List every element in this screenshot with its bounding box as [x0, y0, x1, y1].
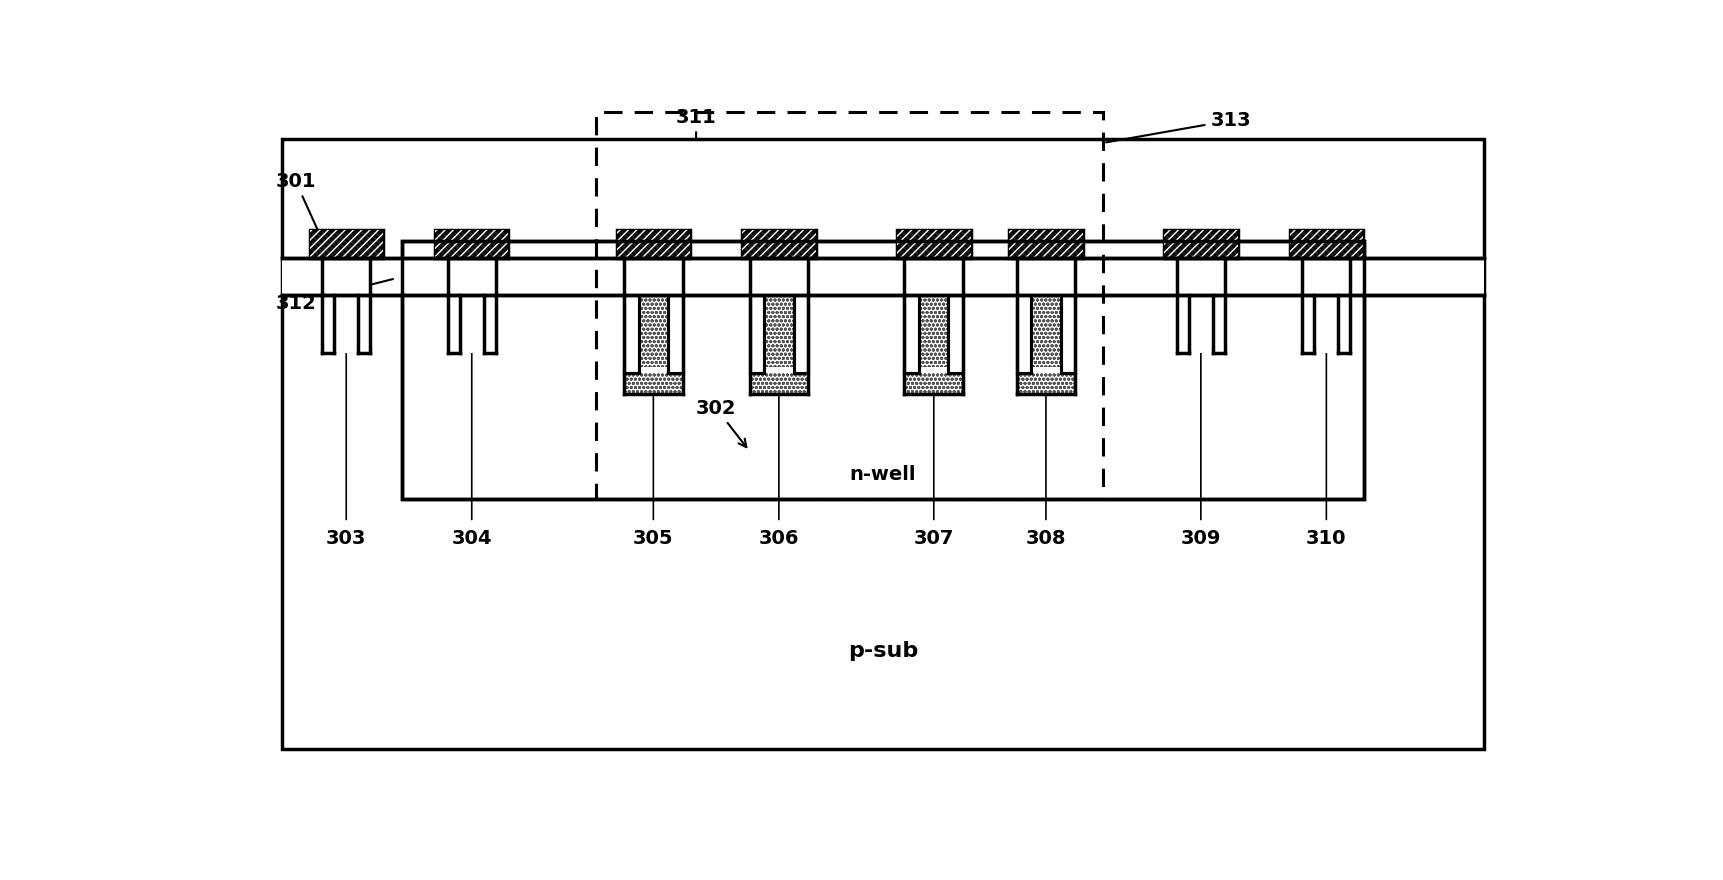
Bar — [898, 230, 970, 258]
Bar — [905, 367, 963, 373]
Bar — [434, 230, 508, 258]
Bar — [624, 296, 682, 393]
Bar — [905, 296, 963, 393]
Text: 311: 311 — [675, 107, 717, 140]
Bar — [1017, 296, 1032, 373]
Text: 304: 304 — [451, 529, 493, 548]
Bar — [1303, 258, 1351, 353]
Bar — [750, 296, 808, 393]
Bar — [624, 296, 682, 393]
Bar — [1165, 230, 1237, 258]
Text: 303: 303 — [326, 529, 367, 548]
Bar — [1165, 230, 1237, 258]
Bar — [1289, 230, 1363, 258]
Bar — [434, 230, 508, 258]
Text: 302: 302 — [696, 399, 746, 447]
Bar — [743, 230, 815, 258]
Bar — [905, 296, 918, 373]
Text: n-well: n-well — [849, 466, 917, 484]
Bar — [617, 230, 691, 258]
Text: 310: 310 — [1306, 529, 1347, 548]
Bar — [1017, 296, 1075, 393]
Bar — [448, 258, 496, 353]
Bar — [283, 258, 1484, 296]
Bar — [1061, 296, 1075, 373]
Bar — [898, 230, 970, 258]
Text: 312: 312 — [276, 279, 393, 313]
Bar — [743, 230, 815, 258]
Bar — [596, 113, 1103, 499]
Bar — [750, 367, 808, 373]
Text: 307: 307 — [913, 529, 955, 548]
Text: 309: 309 — [1180, 529, 1222, 548]
Bar — [310, 230, 383, 258]
Bar — [617, 230, 691, 258]
Bar — [794, 296, 808, 373]
Bar — [1017, 367, 1075, 373]
Bar — [1017, 296, 1075, 393]
Bar — [1010, 230, 1082, 258]
Bar — [669, 296, 682, 373]
Bar — [948, 296, 963, 373]
Bar — [1177, 258, 1225, 353]
Bar — [905, 296, 963, 393]
Bar — [403, 241, 1365, 499]
Text: 313: 313 — [1106, 111, 1251, 143]
Bar — [750, 296, 765, 373]
Bar — [750, 296, 808, 393]
Bar — [1289, 230, 1363, 258]
Text: 305: 305 — [632, 529, 674, 548]
Bar — [624, 296, 639, 373]
Text: 301: 301 — [276, 172, 327, 253]
Text: 306: 306 — [758, 529, 799, 548]
Bar — [403, 241, 1365, 499]
Bar — [322, 258, 370, 353]
Bar — [310, 230, 383, 258]
Text: p-sub: p-sub — [848, 641, 918, 661]
Text: 308: 308 — [1025, 529, 1067, 548]
Bar — [624, 367, 682, 373]
Bar — [1010, 230, 1082, 258]
